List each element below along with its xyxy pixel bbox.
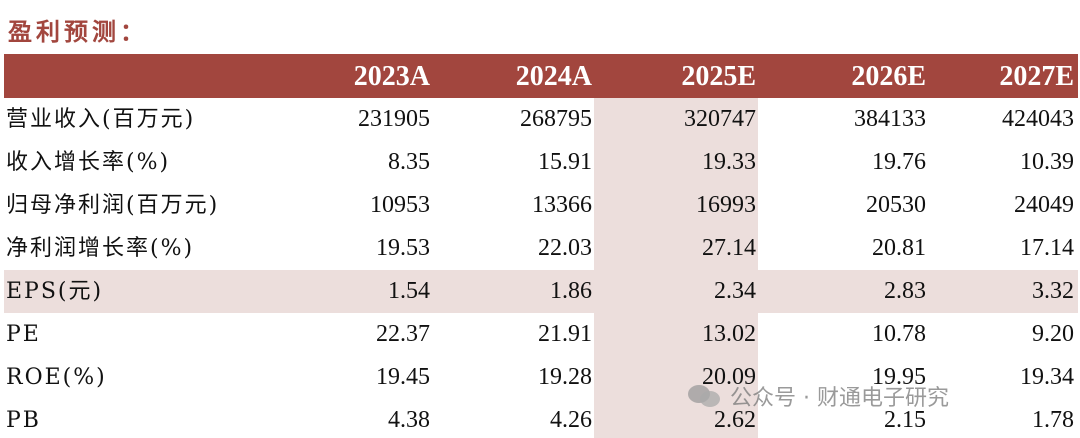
watermark: 公众号 · 财通电子研究	[688, 376, 949, 416]
row-label: ROE(%)	[6, 365, 107, 390]
table-row: ROE(%) 19.45 19.28 20.09 19.95 19.34	[4, 356, 1078, 399]
table-cell: 22.37	[376, 321, 430, 347]
table-cell: 19.53	[376, 235, 430, 261]
table-cell: 9.20	[1032, 321, 1074, 347]
row-label: 收入增长率(%)	[6, 150, 171, 175]
table-cell: 13.02	[702, 321, 756, 347]
table-row: EPS(元) 1.54 1.86 2.34 2.83 3.32	[4, 270, 1078, 313]
table-cell: 21.91	[538, 321, 592, 347]
table-cell: 8.35	[388, 149, 430, 175]
row-label: 净利润增长率(%)	[6, 236, 195, 261]
highlight-column-2025e	[594, 98, 758, 438]
table-cell: 1.86	[550, 278, 592, 304]
watermark-text: 公众号 · 财通电子研究	[730, 386, 949, 411]
table-cell: 22.03	[538, 235, 592, 261]
table-cell: 4.38	[388, 407, 430, 433]
table-cell: 20530	[866, 192, 926, 218]
page-title: 盈利预测：	[8, 17, 148, 46]
table-cell: 19.45	[376, 364, 430, 390]
table-row: 归母净利润(百万元) 10953 13366 16993 20530 24049	[4, 184, 1078, 227]
table-cell: 384133	[854, 106, 926, 132]
table-cell: 13366	[532, 192, 592, 218]
table-cell: 19.34	[1020, 364, 1074, 390]
table-cell: 10.78	[872, 321, 926, 347]
table-cell: 17.14	[1020, 235, 1074, 261]
table-cell: 19.33	[702, 149, 756, 175]
header-2023a: 2023A	[353, 61, 430, 92]
table-cell: 19.76	[872, 149, 926, 175]
table-cell: 10953	[370, 192, 430, 218]
row-label: EPS(元)	[6, 279, 104, 304]
table-cell: 4.26	[550, 407, 592, 433]
table-row: 营业收入(百万元) 231905 268795 320747 384133 42…	[4, 98, 1078, 141]
table-cell: 1.54	[388, 278, 430, 304]
table-cell: 2.15	[884, 407, 926, 433]
wechat-icon	[688, 383, 722, 409]
table-row: 净利润增长率(%) 19.53 22.03 27.14 20.81 17.14	[4, 227, 1078, 270]
table-row: 收入增长率(%) 8.35 15.91 19.33 19.76 10.39	[4, 141, 1078, 184]
table-header: 2023A 2024A 2025E 2026E 2027E	[4, 54, 1078, 98]
row-label: PB	[6, 408, 41, 433]
table-cell: 231905	[358, 106, 430, 132]
forecast-table: 2023A 2024A 2025E 2026E 2027E 营业收入(百万元) …	[4, 54, 1078, 438]
header-2024a: 2024A	[515, 61, 592, 92]
table-cell: 2.62	[714, 407, 756, 433]
table-row: PE 22.37 21.91 13.02 10.78 9.20	[4, 313, 1078, 356]
table-cell: 1.78	[1032, 407, 1074, 433]
row-label: 营业收入(百万元)	[6, 107, 196, 132]
table-cell: 27.14	[702, 235, 756, 261]
header-2025e: 2025E	[681, 61, 756, 92]
table-cell: 320747	[684, 106, 756, 132]
table-cell: 19.28	[538, 364, 592, 390]
table-cell: 19.95	[872, 364, 926, 390]
table-cell: 2.34	[714, 278, 756, 304]
table-cell: 16993	[696, 192, 756, 218]
row-label: 归母净利润(百万元)	[6, 193, 220, 218]
table-cell: 3.32	[1032, 278, 1074, 304]
table-cell: 424043	[1002, 106, 1074, 132]
table-cell: 20.09	[702, 364, 756, 390]
table-row: PB 4.38 4.26 2.62 2.15 1.78	[4, 399, 1078, 438]
table-cell: 20.81	[872, 235, 926, 261]
table-cell: 10.39	[1020, 149, 1074, 175]
header-2026e: 2026E	[851, 61, 926, 92]
header-2027e: 2027E	[999, 61, 1074, 92]
row-label: PE	[6, 322, 41, 347]
table-cell: 2.83	[884, 278, 926, 304]
table-cell: 268795	[520, 106, 592, 132]
table-cell: 15.91	[538, 149, 592, 175]
table-cell: 24049	[1014, 192, 1074, 218]
